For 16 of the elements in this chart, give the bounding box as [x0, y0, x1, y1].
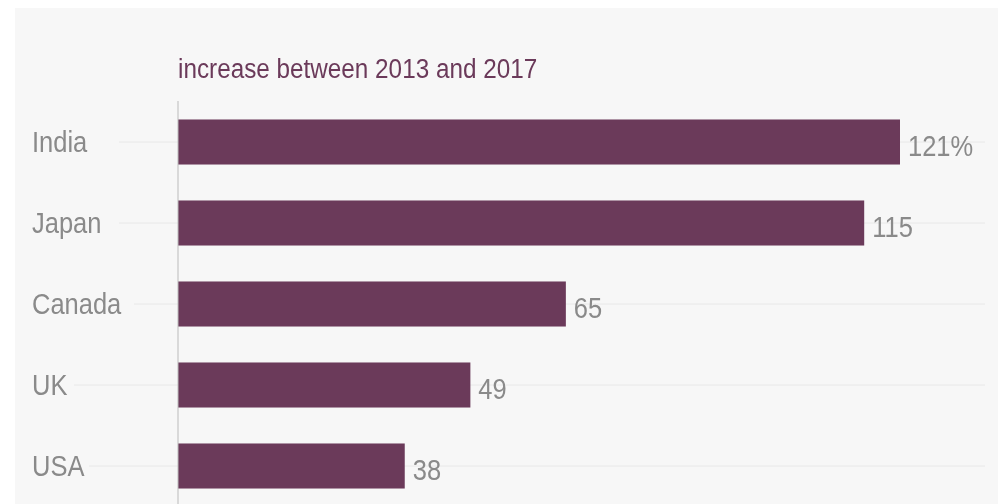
y-tick-label: Japan	[32, 206, 102, 240]
bar	[178, 119, 900, 165]
y-tick-label: UK	[32, 368, 68, 402]
data-label: 121%	[908, 129, 974, 163]
bar	[178, 281, 566, 327]
data-label: 115	[872, 210, 913, 244]
bar	[178, 362, 471, 408]
y-tick-label: Canada	[32, 287, 122, 321]
chart-title: increase between 2013 and 2017	[178, 53, 538, 84]
bar	[178, 200, 865, 246]
data-label: 38	[412, 453, 442, 487]
bar	[178, 443, 405, 489]
data-label: 65	[573, 291, 603, 325]
data-label: 49	[478, 372, 507, 406]
y-tick-label: India	[32, 125, 88, 159]
y-tick-label: USA	[32, 449, 85, 483]
